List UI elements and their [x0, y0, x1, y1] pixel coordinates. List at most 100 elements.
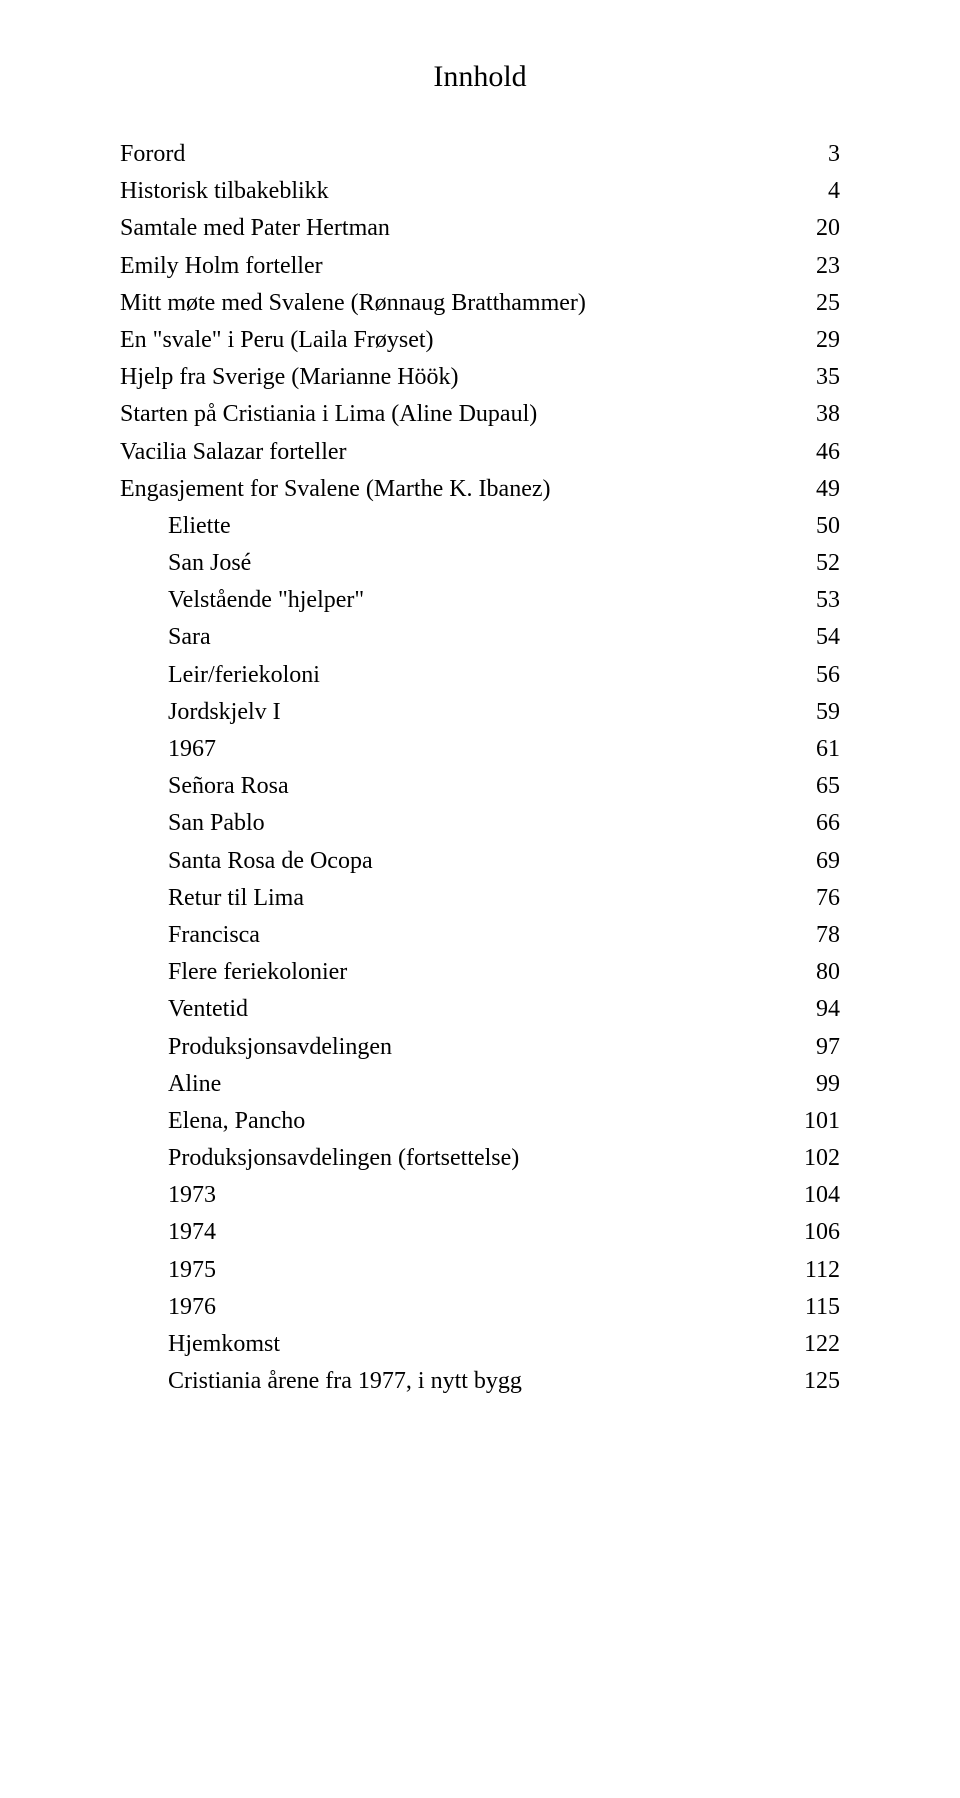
- toc-entry-page: 122: [780, 1326, 840, 1363]
- toc-entry-label: Vacilia Salazar forteller: [120, 434, 780, 471]
- toc-entry: Eliette50: [120, 508, 840, 545]
- toc-entry: 196761: [120, 731, 840, 768]
- toc-entry: Emily Holm forteller23: [120, 248, 840, 285]
- toc-entry-label: Elena, Pancho: [120, 1103, 780, 1140]
- toc-entry: Historisk tilbakeblikk4: [120, 173, 840, 210]
- toc-entry-page: 20: [780, 210, 840, 247]
- toc-entry-label: Produksjonsavdelingen: [120, 1029, 780, 1066]
- toc-entry-page: 61: [780, 731, 840, 768]
- toc-entry: San José52: [120, 545, 840, 582]
- toc-entry-label: Forord: [120, 136, 780, 173]
- toc-entry-page: 4: [780, 173, 840, 210]
- toc-entry: Starten på Cristiania i Lima (Aline Dupa…: [120, 396, 840, 433]
- toc-entry-label: San José: [120, 545, 780, 582]
- toc-entry: Engasjement for Svalene (Marthe K. Ibane…: [120, 471, 840, 508]
- toc-entry: 1976115: [120, 1289, 840, 1326]
- table-of-contents: Forord3Historisk tilbakeblikk4Samtale me…: [120, 136, 840, 1400]
- toc-entry: Francisca78: [120, 917, 840, 954]
- toc-entry-page: 54: [780, 619, 840, 656]
- toc-entry: Elena, Pancho101: [120, 1103, 840, 1140]
- toc-entry-page: 112: [780, 1252, 840, 1289]
- toc-entry: Samtale med Pater Hertman20: [120, 210, 840, 247]
- toc-entry-label: Santa Rosa de Ocopa: [120, 843, 780, 880]
- toc-entry-label: Jordskjelv I: [120, 694, 780, 731]
- toc-entry-label: San Pablo: [120, 805, 780, 842]
- toc-entry-label: Aline: [120, 1066, 780, 1103]
- toc-entry-page: 125: [780, 1363, 840, 1400]
- toc-entry-label: Leir/feriekoloni: [120, 657, 780, 694]
- toc-entry-label: Samtale med Pater Hertman: [120, 210, 780, 247]
- toc-entry: Hjelp fra Sverige (Marianne Höök)35: [120, 359, 840, 396]
- toc-entry-label: Hjemkomst: [120, 1326, 780, 1363]
- toc-entry: Jordskjelv I59: [120, 694, 840, 731]
- toc-entry: 1975112: [120, 1252, 840, 1289]
- toc-entry-label: 1967: [120, 731, 780, 768]
- toc-entry-page: 69: [780, 843, 840, 880]
- toc-entry-label: Señora Rosa: [120, 768, 780, 805]
- toc-entry: Ventetid94: [120, 991, 840, 1028]
- toc-entry-label: En "svale" i Peru (Laila Frøyset): [120, 322, 780, 359]
- toc-entry-label: Eliette: [120, 508, 780, 545]
- toc-entry-label: Produksjonsavdelingen (fortsettelse): [120, 1140, 780, 1177]
- toc-entry-page: 94: [780, 991, 840, 1028]
- toc-entry-label: Emily Holm forteller: [120, 248, 780, 285]
- toc-entry: Vacilia Salazar forteller46: [120, 434, 840, 471]
- toc-entry-page: 80: [780, 954, 840, 991]
- toc-entry-page: 29: [780, 322, 840, 359]
- toc-entry-label: 1974: [120, 1214, 780, 1251]
- toc-entry-label: Flere feriekolonier: [120, 954, 780, 991]
- toc-entry-page: 101: [780, 1103, 840, 1140]
- toc-entry-label: Retur til Lima: [120, 880, 780, 917]
- toc-entry-label: 1976: [120, 1289, 780, 1326]
- toc-entry: Forord3: [120, 136, 840, 173]
- toc-entry: Leir/feriekoloni56: [120, 657, 840, 694]
- toc-entry-page: 106: [780, 1214, 840, 1251]
- toc-entry: 1974106: [120, 1214, 840, 1251]
- toc-entry-label: Starten på Cristiania i Lima (Aline Dupa…: [120, 396, 780, 433]
- toc-entry-label: Engasjement for Svalene (Marthe K. Ibane…: [120, 471, 780, 508]
- toc-entry-page: 56: [780, 657, 840, 694]
- toc-entry-page: 25: [780, 285, 840, 322]
- toc-entry: En "svale" i Peru (Laila Frøyset)29: [120, 322, 840, 359]
- toc-entry-page: 97: [780, 1029, 840, 1066]
- toc-entry-page: 66: [780, 805, 840, 842]
- toc-entry-label: Historisk tilbakeblikk: [120, 173, 780, 210]
- toc-entry-page: 76: [780, 880, 840, 917]
- toc-entry-page: 102: [780, 1140, 840, 1177]
- toc-entry-page: 3: [780, 136, 840, 173]
- toc-entry: Mitt møte med Svalene (Rønnaug Bratthamm…: [120, 285, 840, 322]
- toc-entry-label: Velstående "hjelper": [120, 582, 780, 619]
- toc-entry: 1973104: [120, 1177, 840, 1214]
- toc-entry: Flere feriekolonier80: [120, 954, 840, 991]
- toc-entry-page: 35: [780, 359, 840, 396]
- toc-entry-page: 104: [780, 1177, 840, 1214]
- toc-entry: Retur til Lima76: [120, 880, 840, 917]
- toc-entry-label: Sara: [120, 619, 780, 656]
- toc-entry-page: 50: [780, 508, 840, 545]
- toc-entry-label: 1975: [120, 1252, 780, 1289]
- toc-entry-page: 23: [780, 248, 840, 285]
- toc-entry-page: 52: [780, 545, 840, 582]
- toc-entry-label: Hjelp fra Sverige (Marianne Höök): [120, 359, 780, 396]
- toc-entry-page: 59: [780, 694, 840, 731]
- toc-entry: Aline99: [120, 1066, 840, 1103]
- toc-entry-page: 53: [780, 582, 840, 619]
- toc-entry-label: 1973: [120, 1177, 780, 1214]
- toc-entry-label: Francisca: [120, 917, 780, 954]
- toc-entry: Produksjonsavdelingen (fortsettelse)102: [120, 1140, 840, 1177]
- toc-entry: Señora Rosa65: [120, 768, 840, 805]
- toc-entry: Produksjonsavdelingen97: [120, 1029, 840, 1066]
- toc-entry: Hjemkomst122: [120, 1326, 840, 1363]
- page-title: Innhold: [120, 60, 840, 94]
- toc-entry-label: Mitt møte med Svalene (Rønnaug Bratthamm…: [120, 285, 780, 322]
- toc-entry-page: 46: [780, 434, 840, 471]
- toc-entry: San Pablo66: [120, 805, 840, 842]
- toc-entry-label: Ventetid: [120, 991, 780, 1028]
- toc-entry-page: 65: [780, 768, 840, 805]
- toc-entry-page: 115: [780, 1289, 840, 1326]
- toc-entry-page: 49: [780, 471, 840, 508]
- toc-entry: Santa Rosa de Ocopa69: [120, 843, 840, 880]
- toc-entry-page: 78: [780, 917, 840, 954]
- toc-entry: Cristiania årene fra 1977, i nytt bygg12…: [120, 1363, 840, 1400]
- toc-entry-page: 38: [780, 396, 840, 433]
